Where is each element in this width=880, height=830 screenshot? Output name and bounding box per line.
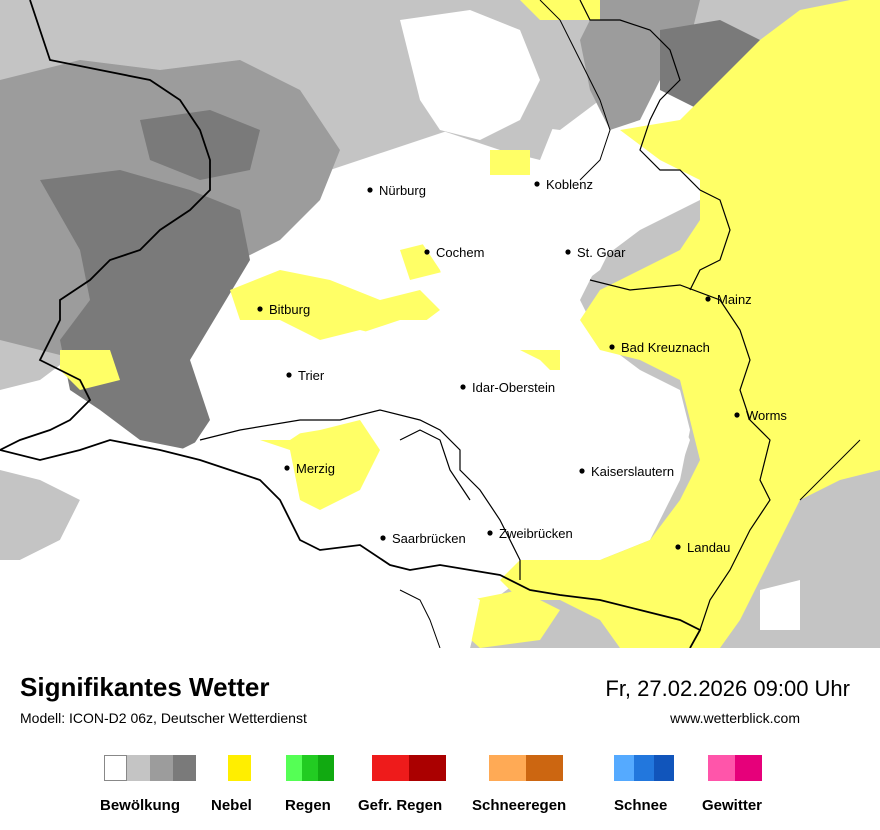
legend-swatch bbox=[654, 755, 674, 781]
legend-swatch bbox=[614, 755, 634, 781]
city-dot bbox=[565, 249, 571, 255]
legend-swatches bbox=[708, 755, 762, 781]
city-dot bbox=[257, 306, 263, 312]
city-dot bbox=[286, 372, 292, 378]
city-label: Idar-Oberstein bbox=[472, 380, 555, 395]
legend-swatch bbox=[708, 755, 735, 781]
city-label: St. Goar bbox=[577, 245, 626, 260]
city-label: Merzig bbox=[296, 461, 335, 476]
website-link[interactable]: www.wetterblick.com bbox=[670, 710, 800, 726]
legend-label: Schneeregen bbox=[472, 797, 567, 814]
map-title: Signifikantes Wetter bbox=[20, 672, 270, 702]
legend-swatches bbox=[228, 755, 251, 781]
legend-swatch bbox=[372, 755, 409, 781]
city-markers: Nürburg Koblenz Cochem St. Goar Mainz Bitburg… bbox=[257, 177, 787, 555]
legend-swatches bbox=[614, 755, 674, 781]
legend-swatch bbox=[735, 755, 762, 781]
city-dot bbox=[424, 249, 430, 255]
city-dot bbox=[487, 530, 493, 536]
legend-label: Gefr. Regen bbox=[358, 797, 443, 814]
legend-swatches bbox=[286, 755, 334, 781]
legend-swatch bbox=[173, 755, 196, 781]
legend-swatch bbox=[127, 755, 150, 781]
forecast-datetime: Fr, 27.02.2026 09:00 Uhr bbox=[605, 676, 850, 701]
legend-swatch bbox=[302, 755, 318, 781]
legend-swatch bbox=[104, 755, 127, 781]
rivers bbox=[399, 0, 861, 648]
city-label: Cochem bbox=[436, 245, 484, 260]
clear-areas bbox=[0, 10, 800, 648]
city-dot bbox=[734, 412, 740, 418]
city-label: Worms bbox=[746, 408, 787, 423]
city-dot bbox=[534, 181, 540, 187]
city-dot bbox=[460, 384, 466, 390]
city-label: Bitburg bbox=[269, 302, 310, 317]
city-dot bbox=[380, 535, 386, 541]
legend-label: Nebel bbox=[211, 797, 252, 814]
legend-swatch bbox=[150, 755, 173, 781]
model-info: Modell: ICON-D2 06z, Deutscher Wetterdie… bbox=[20, 710, 307, 726]
legend-label: Regen bbox=[285, 797, 331, 814]
city-dot bbox=[367, 187, 373, 193]
legend-swatch bbox=[634, 755, 654, 781]
legend-label: Bewölkung bbox=[100, 797, 181, 814]
weather-map: Nürburg Koblenz Cochem St. Goar Mainz Bitburg… bbox=[0, 0, 880, 648]
city-label: Nürburg bbox=[379, 183, 426, 198]
legend-swatch bbox=[489, 755, 526, 781]
legend-label: Gewitter bbox=[702, 797, 763, 814]
city-dot bbox=[675, 544, 681, 550]
city-dot bbox=[284, 465, 290, 471]
country-borders bbox=[0, 0, 702, 648]
city-dot bbox=[579, 468, 585, 474]
legend-swatches bbox=[489, 755, 563, 781]
city-dot bbox=[705, 296, 711, 302]
city-dot bbox=[609, 344, 615, 350]
city-label: Kaiserslautern bbox=[591, 464, 674, 479]
city-label: Landau bbox=[687, 540, 730, 555]
city-label: Saarbrücken bbox=[392, 531, 466, 546]
legend-swatch bbox=[228, 755, 251, 781]
legend-swatch bbox=[409, 755, 446, 781]
legend-label: Schnee bbox=[614, 797, 668, 814]
map-footer: Signifikantes Wetter Modell: ICON-D2 06z… bbox=[0, 648, 880, 830]
state-borders bbox=[199, 0, 771, 631]
city-label: Mainz bbox=[717, 292, 752, 307]
legend-swatch bbox=[526, 755, 563, 781]
city-label: Zweibrücken bbox=[499, 526, 573, 541]
city-label: Koblenz bbox=[546, 177, 593, 192]
legend-swatches bbox=[372, 755, 446, 781]
legend-swatch bbox=[318, 755, 334, 781]
legend-swatches bbox=[104, 755, 196, 781]
city-label: Bad Kreuznach bbox=[621, 340, 710, 355]
legend-swatch bbox=[286, 755, 302, 781]
city-label: Trier bbox=[298, 368, 325, 383]
